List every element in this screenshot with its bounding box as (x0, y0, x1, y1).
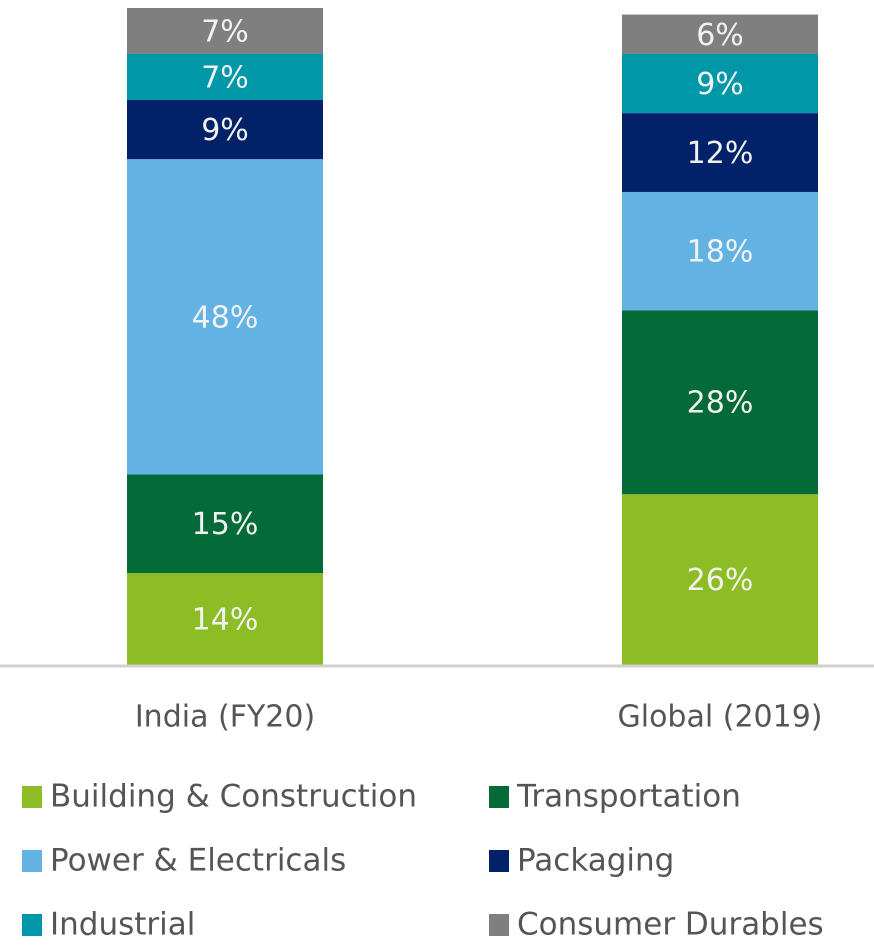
data-label: 7% (201, 60, 249, 95)
legend-swatch (22, 786, 42, 808)
data-label: 9% (201, 113, 249, 148)
legend-label: Transportation (516, 779, 741, 815)
bar-segment (127, 573, 323, 665)
data-label: 14% (192, 603, 259, 638)
data-label: 18% (687, 235, 754, 270)
legend-swatch (22, 914, 42, 936)
bar-segment (127, 99, 323, 160)
bar-segment (127, 8, 323, 54)
legend-swatch (489, 850, 509, 872)
legend-label: Industrial (50, 907, 195, 943)
data-label: 9% (696, 67, 744, 102)
bar-segment (622, 191, 818, 311)
data-label: 7% (201, 14, 249, 49)
x-tick-label: India (FY20) (135, 700, 315, 735)
legend-label: Power & Electricals (50, 843, 346, 879)
bar-segment (127, 159, 323, 475)
bar-segment (622, 14, 818, 54)
data-label: 28% (687, 386, 754, 421)
legend-label: Consumer Durables (517, 907, 824, 943)
legend-swatch (22, 850, 42, 872)
bar-segment (622, 494, 818, 665)
legend-swatch (489, 914, 509, 936)
data-label: 6% (696, 18, 744, 53)
data-label: 26% (687, 563, 754, 598)
bar-segment (622, 113, 818, 192)
legend-label: Building & Construction (50, 779, 417, 815)
bar-segment (622, 310, 818, 495)
bar-segment (127, 474, 323, 574)
bar-segment (127, 53, 323, 100)
data-label: 12% (687, 136, 754, 171)
legend-label: Packaging (517, 843, 674, 879)
data-label: 15% (192, 507, 259, 542)
bar-segment (622, 53, 818, 114)
data-label: 48% (192, 300, 259, 335)
x-tick-label: Global (2019) (618, 700, 823, 735)
legend-swatch (489, 786, 509, 808)
